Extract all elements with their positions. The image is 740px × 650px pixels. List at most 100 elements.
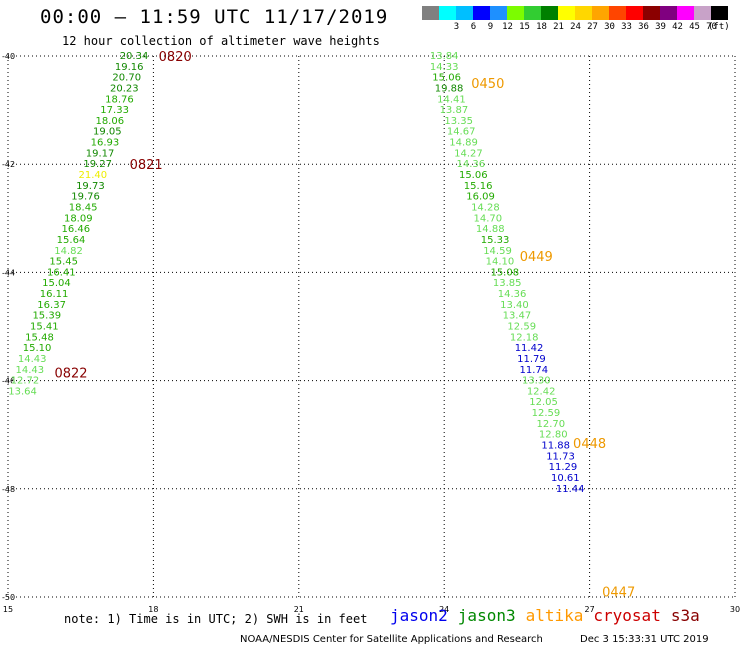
data-point-label: 19.88 bbox=[435, 83, 464, 94]
data-point-label: 12.05 bbox=[529, 397, 558, 408]
note-text: note: 1) Time is in UTC; 2) SWH is in fe… bbox=[64, 612, 368, 626]
data-point-label: 15.06 bbox=[459, 170, 488, 181]
data-point-label: 15.48 bbox=[25, 332, 54, 343]
data-point-label: 19.73 bbox=[76, 181, 105, 192]
color-scale-label: 45 bbox=[689, 22, 700, 32]
data-point-label: 17.33 bbox=[100, 105, 129, 116]
data-point-label: 15.33 bbox=[481, 235, 510, 246]
data-point-label: 15.16 bbox=[464, 181, 493, 192]
color-swatch bbox=[677, 6, 694, 20]
figure-subtitle: 12 hour collection of altimeter wave hei… bbox=[62, 34, 380, 48]
data-point-label: 14.36 bbox=[457, 159, 486, 170]
color-swatch bbox=[609, 6, 626, 20]
data-point-label: 11.29 bbox=[549, 462, 578, 473]
data-point-label: 16.11 bbox=[40, 289, 69, 300]
color-swatch bbox=[473, 6, 490, 20]
data-point-label: 12.59 bbox=[532, 408, 561, 419]
data-point-label: 14.41 bbox=[437, 94, 466, 105]
data-point-label: 18.45 bbox=[69, 202, 98, 213]
color-scale-label: 21 bbox=[553, 22, 564, 32]
color-swatch bbox=[422, 6, 439, 20]
data-point-label: 13.35 bbox=[444, 116, 473, 127]
color-swatch bbox=[626, 6, 643, 20]
color-scale-label: 30 bbox=[604, 22, 615, 32]
data-point-label: 14.28 bbox=[471, 202, 500, 213]
data-point-label: 20.23 bbox=[110, 83, 139, 94]
data-point-label: 20.34 bbox=[120, 51, 149, 62]
color-scale-bar bbox=[422, 6, 728, 20]
data-point-label: 13.84 bbox=[430, 51, 459, 62]
color-scale-labels: 3 6 9 12 15 18 21 24 27 30 33 36 39 42 45 70 bbox=[422, 22, 740, 34]
color-scale-label: 6 bbox=[470, 22, 477, 32]
color-scale-unit: (ft) bbox=[708, 22, 730, 32]
footer-timestamp: Dec 3 15:33:31 UTC 2019 bbox=[580, 634, 709, 645]
data-point-label: 15.10 bbox=[23, 343, 52, 354]
data-point-label: 19.05 bbox=[93, 127, 122, 138]
data-point-label: 19.27 bbox=[83, 159, 112, 170]
color-swatch bbox=[592, 6, 609, 20]
color-scale-label: 33 bbox=[621, 22, 632, 32]
x-tick-label: 21 bbox=[294, 605, 304, 614]
color-scale-label: 70 bbox=[706, 22, 717, 32]
data-point-label: 12.70 bbox=[537, 419, 566, 430]
y-tick-label: -42 bbox=[2, 160, 15, 169]
data-point-label: 11.42 bbox=[515, 343, 544, 354]
data-point-label: 16.09 bbox=[466, 192, 495, 203]
data-point-label: 14.43 bbox=[15, 365, 44, 376]
data-point-label: 16.37 bbox=[37, 300, 66, 311]
color-scale-label: 12 bbox=[502, 22, 513, 32]
footer-credit: NOAA/NESDIS Center for Satellite Applica… bbox=[240, 634, 543, 645]
data-point-label: 19.17 bbox=[86, 148, 115, 159]
data-point-label: 11.73 bbox=[546, 451, 575, 462]
color-swatch bbox=[456, 6, 473, 20]
time-stamp-label: 0449 bbox=[520, 250, 553, 265]
satellite-legend-item: s3a bbox=[670, 606, 700, 625]
data-point-label: 14.27 bbox=[454, 148, 483, 159]
x-tick-label: 27 bbox=[585, 605, 595, 614]
data-point-label: 13.40 bbox=[500, 300, 529, 311]
color-swatch bbox=[490, 6, 507, 20]
data-point-label: 11.88 bbox=[541, 441, 570, 452]
data-point-label: 10.61 bbox=[551, 473, 580, 484]
data-point-label: 13.64 bbox=[8, 386, 37, 397]
color-scale-label: 15 bbox=[519, 22, 530, 32]
color-scale-label: 24 bbox=[570, 22, 581, 32]
data-point-label: 13.47 bbox=[503, 311, 532, 322]
time-stamp-label: 0450 bbox=[471, 77, 504, 92]
color-swatch bbox=[711, 6, 728, 20]
color-swatch bbox=[575, 6, 592, 20]
data-point-label: 16.41 bbox=[47, 267, 76, 278]
y-tick-label: -48 bbox=[2, 485, 15, 494]
data-point-label: 15.06 bbox=[432, 73, 461, 84]
y-tick-label: -40 bbox=[2, 52, 15, 61]
data-point-label: 14.82 bbox=[54, 246, 83, 257]
data-point-label: 18.09 bbox=[64, 213, 93, 224]
color-swatch bbox=[439, 6, 456, 20]
data-point-label: 14.36 bbox=[498, 289, 527, 300]
data-point-label: 15.45 bbox=[49, 257, 78, 268]
data-point-label: 14.10 bbox=[486, 257, 515, 268]
y-tick-label: -44 bbox=[2, 268, 15, 277]
x-tick-label: 18 bbox=[148, 605, 158, 614]
color-swatch bbox=[558, 6, 575, 20]
time-stamp-label: 0447 bbox=[602, 586, 635, 601]
color-scale-label: 42 bbox=[672, 22, 683, 32]
figure-title: 00:00 – 11:59 UTC 11/17/2019 bbox=[40, 6, 389, 28]
data-point-label: 14.59 bbox=[483, 246, 512, 257]
color-swatch bbox=[694, 6, 711, 20]
time-stamp-label: 0822 bbox=[54, 366, 87, 381]
x-tick-label: 24 bbox=[439, 605, 449, 614]
data-point-label: 14.70 bbox=[473, 213, 502, 224]
data-point-label: 11.74 bbox=[520, 365, 549, 376]
data-point-label: 15.39 bbox=[32, 311, 61, 322]
satellite-legend-item: jason2 bbox=[390, 606, 448, 625]
data-point-label: 19.76 bbox=[71, 192, 100, 203]
color-swatch bbox=[524, 6, 541, 20]
data-point-label: 12.42 bbox=[527, 386, 556, 397]
data-point-label: 20.70 bbox=[112, 73, 141, 84]
y-tick-label: -46 bbox=[2, 377, 15, 386]
data-point-label: 14.67 bbox=[447, 127, 476, 138]
x-tick-label: 15 bbox=[3, 605, 13, 614]
data-point-label: 16.46 bbox=[62, 224, 91, 235]
